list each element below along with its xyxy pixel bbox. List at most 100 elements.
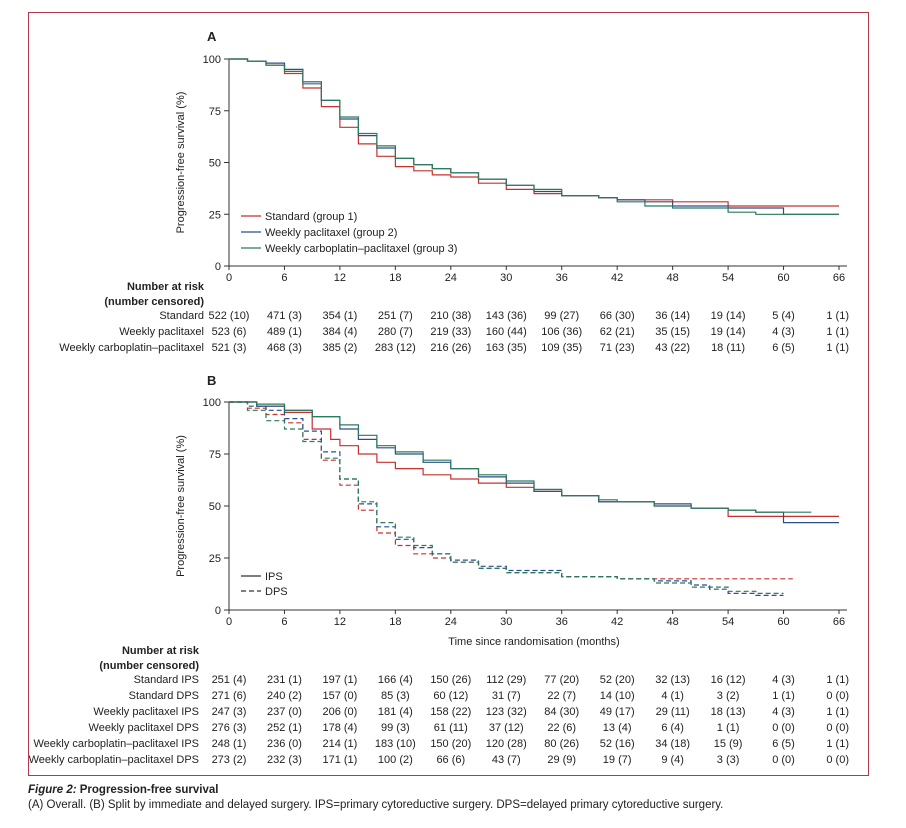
panel-b-risk-cell: 22 (6) [547, 722, 576, 734]
panel-a-curve-weekly-paclitaxel-group-2- [229, 58, 839, 215]
panel-a-risk-cell: 6 (5) [772, 342, 795, 354]
panel-a-y-tick-label: 0 [215, 261, 221, 273]
panel-b-risk-cell: 158 (22) [430, 706, 471, 718]
panel-a-risk-cell: 71 (23) [600, 342, 635, 354]
panel-b-risk-cell: 22 (7) [547, 690, 576, 702]
panel-b-risk-cell: 49 (17) [600, 706, 635, 718]
panel-a-x-tick-label: 66 [833, 272, 845, 284]
panel-a-risk-cell: 523 (6) [212, 326, 247, 338]
panel-a-x-tick-label: 0 [226, 272, 232, 284]
panel-b-risk-cell: 0 (0) [826, 754, 849, 766]
panel-b-risk-cell: 123 (32) [486, 706, 527, 718]
panel-b-risk-cell: 150 (26) [430, 674, 471, 686]
panel-a-curve-standard-group-1- [229, 58, 839, 207]
panel-a-risk-cell: 19 (14) [711, 310, 746, 322]
figure-label: Figure 2: [28, 784, 77, 796]
panel-b-risk-cell: 248 (1) [212, 738, 247, 750]
panel-b-risk-cell: 276 (3) [212, 722, 247, 734]
panel-b-risk-cell: 112 (29) [486, 674, 526, 686]
panel-a-y-tick-label: 75 [209, 106, 221, 118]
panel-a-x-tick-label: 60 [777, 272, 789, 284]
panel-b-risk-cell: 18 (13) [711, 706, 746, 718]
panel-b-risk-cell: 1 (1) [826, 738, 849, 750]
panel-b-curve-weekly-carboplatin-paclitaxel-ips [229, 401, 812, 513]
panel-b-risk-cell: 14 (10) [600, 690, 635, 702]
panel-a-risk-cell: 62 (21) [600, 326, 635, 338]
panel-b-x-tick-label: 12 [334, 616, 346, 628]
panel-b-risk-cell: 16 (12) [711, 674, 746, 686]
panel-b-risk-cell: 4 (3) [772, 706, 795, 718]
panel-b-risk-cell: 52 (16) [600, 738, 635, 750]
panel-b-risk-cell: 80 (26) [544, 738, 579, 750]
panel-a-x-tick-label: 36 [556, 272, 568, 284]
panel-b-risk-row-label: Standard IPS [134, 674, 199, 686]
panel-a-risk-cell: 163 (35) [486, 342, 527, 354]
panel-b-risk-row-label: Weekly carboplatin–paclitaxel DPS [29, 754, 199, 766]
panel-b-risk-cell: 120 (28) [486, 738, 527, 750]
panel-b-risk-cell: 157 (0) [322, 690, 357, 702]
panel-b-risk-cell: 34 (18) [655, 738, 690, 750]
panel-b-risk-cell: 181 (4) [378, 706, 413, 718]
panel-a-risk-cell: 19 (14) [711, 326, 746, 338]
panel-a-letter: A [207, 29, 217, 44]
panel-a-x-tick-label: 30 [500, 272, 512, 284]
panel-b-risk-cell: 178 (4) [322, 722, 357, 734]
panel-a-risk-cell: 109 (35) [541, 342, 582, 354]
panel-a-risk-row-label: Weekly carboplatin–paclitaxel [59, 342, 204, 354]
panel-a-risk-cell: 1 (1) [826, 342, 849, 354]
panel-b-risk-cell: 271 (6) [212, 690, 247, 702]
panel-b-risk-cell: 99 (3) [381, 722, 410, 734]
panel-a-risk-cell: 5 (4) [772, 310, 795, 322]
panel-b-x-tick-label: 0 [226, 616, 232, 628]
panel-b-risk-cell: 171 (1) [322, 754, 357, 766]
panel-a-risk-cell: 216 (26) [430, 342, 471, 354]
panel-a-risk-cell: 210 (38) [430, 310, 471, 322]
panel-a-risk-cell: 43 (22) [655, 342, 690, 354]
panel-b-risk-cell: 84 (30) [544, 706, 579, 718]
panel-b-x-tick-label: 66 [833, 616, 845, 628]
panel-b-risk-cell: 240 (2) [267, 690, 302, 702]
panel-a-risk-cell: 219 (33) [430, 326, 471, 338]
panel-b-risk-table-header: (number censored) [99, 660, 199, 672]
panel-b-risk-cell: 77 (20) [544, 674, 579, 686]
panel-b-risk-row-label: Weekly carboplatin–paclitaxel IPS [34, 738, 200, 750]
panel-a-risk-cell: 160 (44) [486, 326, 527, 338]
panel-a-risk-cell: 251 (7) [378, 310, 413, 322]
panel-a-y-tick-label: 25 [209, 209, 221, 221]
panel-b-risk-cell: 32 (13) [655, 674, 690, 686]
panel-b-risk-cell: 1 (1) [826, 674, 849, 686]
panel-a-risk-cell: 18 (11) [711, 342, 745, 354]
panel-b-risk-cell: 6 (4) [661, 722, 684, 734]
panel-b-risk-cell: 231 (1) [267, 674, 302, 686]
figure-frame: A 0 25 50 75 100 0 6 12 18 24 30 36 42 48 54 60 66 Progres… [28, 12, 869, 776]
panel-b-risk-cell: 4 (3) [772, 674, 795, 686]
panel-b-risk-cell: 100 (2) [378, 754, 413, 766]
panel-a-x-tick-label: 48 [667, 272, 679, 284]
panel-b-risk-row-label: Weekly paclitaxel IPS [93, 706, 199, 718]
panel-a-x-tick-label: 6 [281, 272, 287, 284]
panel-b-risk-cell: 13 (4) [603, 722, 632, 734]
panel-b-risk-cell: 31 (7) [492, 690, 521, 702]
panel-b-x-tick-label: 36 [556, 616, 568, 628]
panel-b-x-tick-label: 54 [722, 616, 734, 628]
panel-b-x-tick-label: 18 [389, 616, 401, 628]
panel-b-x-tick-label: 48 [667, 616, 679, 628]
panel-b-risk-cell: 0 (0) [826, 690, 849, 702]
panel-b-risk-cell: 3 (2) [717, 690, 740, 702]
panel-b-risk-cell: 37 (12) [489, 722, 524, 734]
figure-description: (A) Overall. (B) Split by immediate and … [28, 799, 724, 811]
figure-title: Progression-free survival [79, 784, 219, 796]
panel-b-x-tick-label: 24 [445, 616, 457, 628]
panel-a-x-tick-label: 24 [445, 272, 457, 284]
panel-a-legend-label: Weekly paclitaxel (group 2) [265, 227, 397, 239]
panel-b-risk-cell: 15 (9) [714, 738, 743, 750]
panel-a-y-axis-label: Progression-free survival (%) [175, 92, 187, 234]
panel-a-curve-weekly-carboplatin-paclitaxel-group-3- [229, 58, 839, 215]
panel-b-risk-cell: 206 (0) [322, 706, 357, 718]
panel-a-risk-cell: 385 (2) [322, 342, 357, 354]
panel-b-risk-cell: 0 (0) [772, 722, 795, 734]
panel-b-risk-cell: 4 (1) [661, 690, 684, 702]
panel-b-x-tick-label: 6 [281, 616, 287, 628]
panel-b-risk-cell: 66 (6) [436, 754, 465, 766]
